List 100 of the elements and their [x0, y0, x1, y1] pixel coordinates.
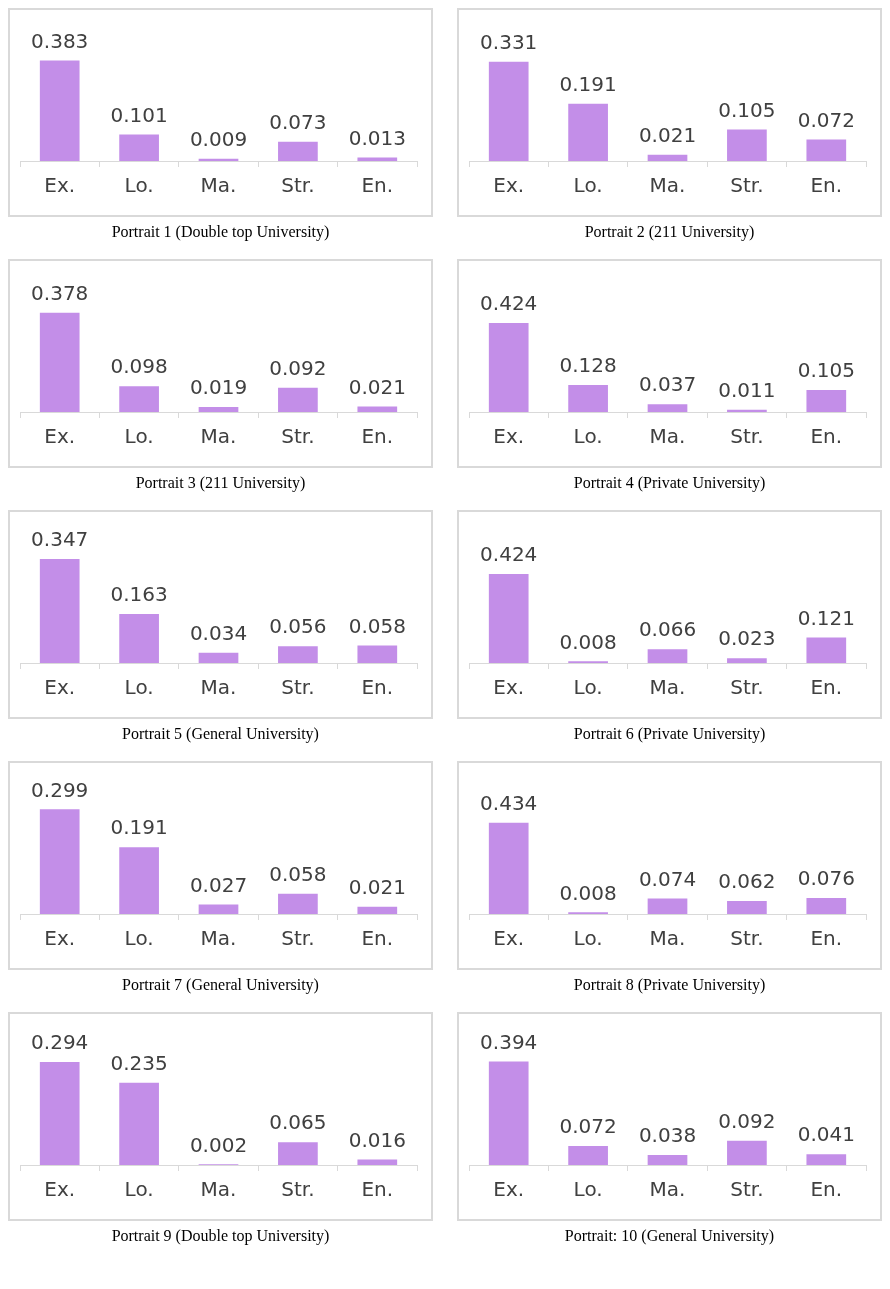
x-tick-label: Ma.	[200, 926, 237, 951]
text: Portrait 8 (Private University)	[573, 976, 766, 996]
x-tick-label: En.	[361, 1177, 394, 1202]
bar	[647, 649, 688, 663]
data-label: 0.235	[110, 1050, 168, 1075]
data-label: 0.105	[718, 97, 776, 122]
x-tick-label: Str.	[730, 424, 764, 449]
x-tick-label: Lo.	[573, 173, 603, 198]
data-label: 0.002	[189, 1132, 248, 1157]
data-label: 0.072	[559, 1114, 617, 1139]
bar	[647, 404, 688, 412]
x-tick-label: En.	[361, 424, 394, 449]
data-label: 0.074	[638, 866, 697, 891]
bar	[488, 822, 529, 914]
bar	[278, 646, 318, 663]
data-label: 0.065	[269, 1110, 327, 1135]
x-tick-label: En.	[810, 926, 843, 951]
x-tick-label: Lo.	[573, 926, 603, 951]
x-tick-label: Ma.	[649, 1177, 686, 1202]
data-label: 0.016	[348, 1127, 406, 1152]
data-label: 0.066	[638, 617, 697, 642]
x-tick-label: Str.	[281, 926, 315, 951]
data-label: 0.163	[110, 582, 168, 607]
data-label: 0.037	[638, 372, 697, 397]
x-tick-label: En.	[810, 675, 843, 700]
x-tick-label: Ma.	[200, 1177, 237, 1202]
bar	[568, 1146, 608, 1165]
data-label: 0.092	[718, 1109, 776, 1134]
x-tick-label: Lo.	[124, 675, 154, 700]
data-label: 0.098	[110, 354, 168, 379]
data-label: 0.021	[348, 874, 406, 899]
bar	[357, 906, 398, 914]
bar	[357, 645, 398, 663]
x-tick-label: Ex.	[44, 675, 76, 700]
x-tick-label: Ma.	[649, 173, 686, 198]
data-label: 0.021	[638, 122, 697, 147]
text: Portrait 3 (211 University)	[135, 474, 306, 494]
x-tick-label: Str.	[730, 173, 764, 198]
x-tick-label: Lo.	[124, 173, 154, 198]
bar	[39, 558, 80, 663]
bar	[278, 387, 318, 412]
bar	[727, 129, 767, 161]
data-label: 0.424	[480, 291, 538, 316]
data-label: 0.191	[110, 815, 168, 840]
data-label: 0.011	[718, 377, 776, 402]
x-tick-label: Str.	[281, 1177, 315, 1202]
x-tick-label: Ma.	[200, 675, 237, 700]
bar	[278, 893, 318, 914]
data-label: 0.034	[189, 621, 248, 645]
bar	[119, 847, 159, 914]
bar	[198, 652, 239, 663]
data-label: 0.394	[480, 1029, 538, 1054]
bar	[119, 386, 159, 412]
bar	[488, 322, 529, 412]
x-tick-label: Ex.	[493, 424, 525, 449]
bar	[806, 1154, 847, 1165]
x-tick-label: Ex.	[44, 1177, 76, 1202]
x-tick-label: Lo.	[573, 424, 603, 449]
data-label: 0.092	[269, 356, 327, 381]
text: Portrait 7 (General University)	[122, 976, 319, 996]
data-label: 0.294	[31, 1030, 89, 1055]
data-label: 0.434	[480, 791, 538, 816]
bar	[278, 141, 318, 161]
x-tick-label: Ma.	[649, 424, 686, 449]
data-label: 0.013	[348, 125, 406, 150]
data-label: 0.128	[559, 353, 617, 378]
x-tick-label: En.	[361, 173, 394, 198]
x-tick-label: Str.	[281, 173, 315, 198]
text: Portrait 6 (Private University)	[573, 725, 766, 745]
x-tick-label: Ex.	[44, 173, 76, 198]
bar	[278, 1142, 318, 1165]
bar	[357, 406, 398, 412]
bar	[198, 904, 239, 914]
data-label: 0.019	[189, 375, 248, 400]
data-label: 0.009	[189, 126, 248, 151]
text: Portrait 5 (General University)	[122, 725, 319, 745]
x-tick-label: Lo.	[573, 675, 603, 700]
data-label: 0.121	[797, 605, 855, 630]
x-tick-label: Str.	[281, 424, 315, 449]
data-label: 0.062	[718, 869, 776, 894]
x-tick-label: En.	[810, 424, 843, 449]
x-tick-label: Lo.	[124, 926, 154, 951]
x-tick-label: Str.	[730, 1177, 764, 1202]
x-tick-label: En.	[361, 926, 394, 951]
data-label: 0.299	[31, 777, 89, 802]
x-tick-label: Ex.	[44, 424, 76, 449]
x-tick-label: Lo.	[573, 1177, 603, 1202]
text: Portrait 4 (Private University)	[573, 474, 766, 494]
data-label: 0.076	[797, 866, 855, 891]
bar	[568, 103, 608, 161]
data-label: 0.383	[31, 28, 89, 53]
text: Portrait 2 (211 University)	[584, 223, 755, 243]
bar	[198, 407, 239, 412]
x-tick-label: Ma.	[649, 675, 686, 700]
data-label: 0.331	[480, 29, 538, 54]
x-tick-label: Ex.	[44, 926, 76, 951]
data-label: 0.021	[348, 374, 406, 399]
x-tick-label: Ex.	[493, 173, 525, 198]
data-label: 0.008	[559, 880, 617, 905]
data-label: 0.027	[189, 872, 248, 897]
